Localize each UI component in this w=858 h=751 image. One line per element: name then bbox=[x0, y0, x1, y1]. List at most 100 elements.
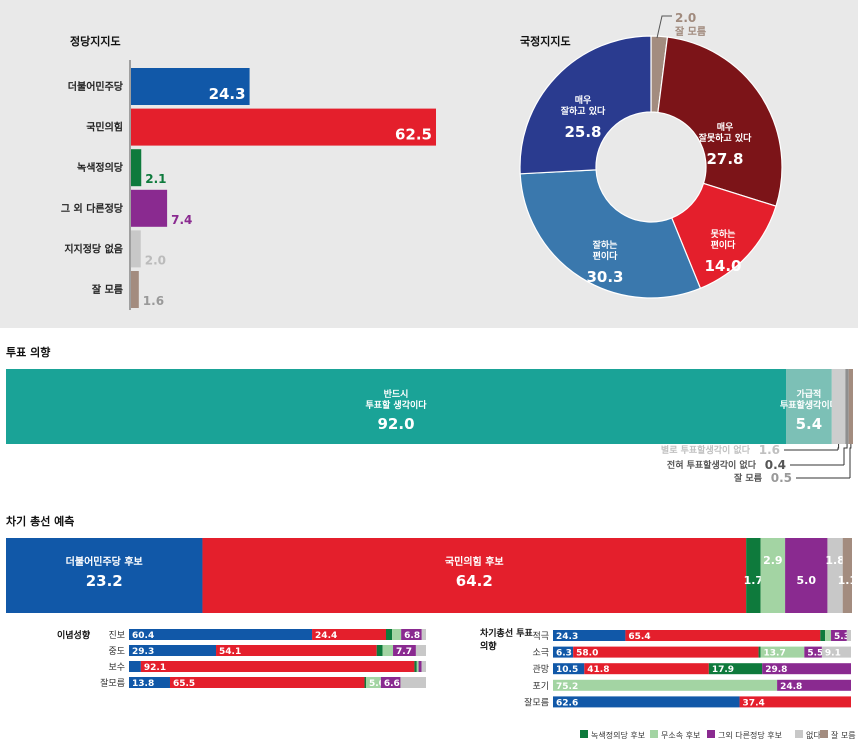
ideology-segment-2-5 bbox=[421, 661, 426, 672]
intent-value-1-3: 13.7 bbox=[764, 649, 786, 659]
vote-callout-value-1: 0.4 bbox=[765, 458, 786, 472]
ideology-segment-3-4 bbox=[380, 677, 401, 688]
party-value-label-1: 62.5 bbox=[395, 126, 432, 144]
intent-segment-2-4 bbox=[762, 663, 851, 675]
party-bar-0 bbox=[131, 68, 250, 105]
party-bar-3 bbox=[131, 189, 168, 227]
intent-row-label-4: 잘모름 bbox=[524, 696, 549, 708]
vote-segment-2 bbox=[831, 369, 846, 444]
approval-slice-label-1-line-1: 잘못하고 있다 bbox=[699, 132, 753, 144]
intent-segment-3-4 bbox=[777, 679, 851, 691]
forecast-segment-2 bbox=[746, 538, 761, 613]
intent-segment-1-4 bbox=[804, 646, 822, 658]
intent-value-0-1: 65.4 bbox=[628, 632, 650, 642]
ideology-value-3-4: 6.6 bbox=[384, 679, 400, 689]
intent-segment-1-1 bbox=[573, 646, 759, 658]
ideology-segment-3-0 bbox=[129, 677, 170, 688]
forecast-segment-6 bbox=[842, 538, 852, 613]
vote-segment-3 bbox=[845, 369, 849, 444]
legend-label-2: 그외 다른정당 후보 bbox=[718, 730, 782, 740]
party-value-label-3: 7.4 bbox=[171, 213, 192, 227]
intent-value-4-1: 37.4 bbox=[743, 698, 765, 708]
party-category-label-4: 지지정당 없음 bbox=[64, 242, 123, 255]
approval-slice-4 bbox=[519, 35, 652, 175]
intent-segment-0-4 bbox=[831, 630, 847, 641]
approval-slice-label-0: 잘 모름 bbox=[675, 26, 706, 38]
vote-value-label-0: 92.0 bbox=[378, 415, 415, 433]
intent-segment-0-2 bbox=[820, 630, 826, 641]
intent-segment-1-2 bbox=[758, 646, 761, 658]
approval-slice-label-1-line-0: 매우 bbox=[717, 121, 734, 133]
forecast-segment-3 bbox=[760, 538, 786, 613]
ideology-value-3-1: 65.5 bbox=[173, 679, 195, 689]
ideology-row-label-3: 잘모름 bbox=[100, 677, 125, 689]
intent-segment-2-2 bbox=[708, 663, 763, 675]
vote-callout-value-2: 0.5 bbox=[771, 471, 792, 485]
intent-segment-0-5 bbox=[846, 630, 851, 641]
vote-segment-label-1-line-0: 가급적 bbox=[796, 388, 821, 400]
intent-segment-2-1 bbox=[584, 663, 709, 675]
intent-segment-3-3 bbox=[553, 679, 778, 691]
intent-row-label-2: 관망 bbox=[532, 664, 549, 675]
intent-value-0-0: 24.3 bbox=[556, 632, 578, 642]
forecast-value-label-4: 5.0 bbox=[797, 574, 817, 587]
ideology-segment-1-4 bbox=[393, 645, 416, 656]
ideology-segment-3-1 bbox=[169, 677, 365, 688]
ideology-value-3-3: 5.0 bbox=[369, 679, 385, 689]
legend-swatch-1 bbox=[650, 730, 658, 738]
forecast-value-label-3: 2.9 bbox=[763, 554, 783, 567]
ideology-segment-2-3 bbox=[416, 661, 419, 672]
ideology-value-0-4: 6.8 bbox=[404, 631, 420, 641]
party-category-label-3: 그 외 다른정당 bbox=[61, 202, 124, 215]
ideology-value-1-4: 7.7 bbox=[396, 647, 412, 657]
intent-segment-1-3 bbox=[760, 646, 805, 658]
ideology-segment-2-2 bbox=[414, 661, 417, 672]
ideology-value-2-1: 92.1 bbox=[144, 663, 166, 673]
legend-label-0: 녹색정의당 후보 bbox=[591, 730, 645, 740]
ideology-chart-title: 이념성향 bbox=[57, 631, 91, 641]
ideology-segment-0-1 bbox=[312, 629, 386, 640]
vote-callout-line-2 bbox=[849, 444, 852, 478]
legend-label-4: 잘 모름 bbox=[831, 731, 856, 740]
vote-value-label-1: 5.4 bbox=[796, 415, 823, 433]
approval-chart-title: 국정지지도 bbox=[520, 35, 571, 48]
vote-callout-line-1 bbox=[843, 444, 848, 465]
approval-slice-label-2-line-0: 못하는 bbox=[711, 228, 736, 240]
party-category-label-5: 잘 모름 bbox=[92, 284, 123, 296]
legend-label-1: 무소속 후보 bbox=[661, 731, 700, 740]
legend-swatch-0 bbox=[580, 730, 588, 738]
approval-slice-label-3-line-1: 편이다 bbox=[593, 250, 619, 262]
party-bar-1 bbox=[131, 108, 436, 146]
ideology-value-0-1: 24.4 bbox=[315, 631, 337, 641]
intent-value-1-4: 5.5 bbox=[807, 649, 823, 659]
vote-callout-label-0: 별로 투표할생각이 없다 bbox=[661, 444, 751, 456]
party-value-label-0: 24.3 bbox=[209, 85, 246, 103]
intent-row-label-0: 적극 bbox=[532, 630, 549, 642]
approval-slice-1 bbox=[657, 36, 783, 207]
vote-callout-label-1: 전혀 투표할생각이 없다 bbox=[667, 459, 757, 471]
approval-value-label-4: 25.8 bbox=[564, 123, 601, 141]
legend-swatch-2 bbox=[707, 730, 715, 738]
forecast-value-label-2: 1.7 bbox=[744, 574, 764, 587]
party-chart-title: 정당지지도 bbox=[70, 35, 121, 48]
approval-slice-label-2-line-1: 편이다 bbox=[711, 239, 737, 251]
vote-callout-label-2: 잘 모름 bbox=[734, 472, 762, 484]
intent-row-label-3: 포기 bbox=[532, 681, 549, 692]
party-category-label-0: 더불어민주당 bbox=[68, 80, 124, 93]
intent-segment-4-1 bbox=[739, 696, 851, 708]
forecast-chart-title: 차기 총선 예측 bbox=[6, 515, 75, 528]
party-value-label-4: 2.0 bbox=[145, 253, 166, 267]
vote-segment-0 bbox=[6, 369, 787, 444]
intent-segment-0-3 bbox=[825, 630, 832, 641]
vote-segment-1 bbox=[786, 369, 832, 444]
intent-value-3-4: 24.8 bbox=[780, 682, 802, 692]
party-category-label-1: 국민의힘 bbox=[86, 121, 123, 134]
approval-value-label-0: 2.0 bbox=[675, 11, 696, 25]
ideology-segment-3-3 bbox=[366, 677, 381, 688]
ideology-segment-0-5 bbox=[421, 629, 426, 640]
intent-segment-1-5 bbox=[821, 646, 851, 658]
ideology-segment-2-4 bbox=[418, 661, 422, 672]
approval-slice-label-4-line-1: 잘하고 있다 bbox=[561, 105, 606, 117]
ideology-row-label-1: 중도 bbox=[108, 646, 125, 657]
legend-swatch-3 bbox=[795, 730, 803, 738]
